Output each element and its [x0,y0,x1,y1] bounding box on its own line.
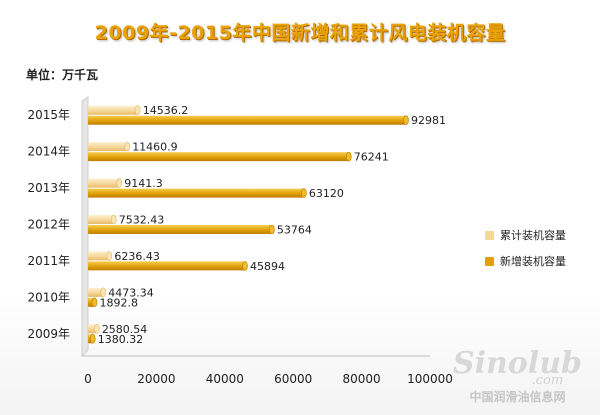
legend-label-new: 新增装机容量 [500,255,566,268]
bar-cumulative [88,215,114,224]
chart-title: 2009年-2015年中国新增和累计风电装机容量 [94,22,506,44]
bar-cap-new [269,224,275,235]
bar-cap-cumulative [134,105,141,116]
data-label-new: 1892.8 [99,296,138,309]
y-category-label: 2015年 [27,108,70,122]
y-category-label: 2009年 [27,327,70,341]
data-label-cumulative: 4473.34 [108,286,154,299]
data-label-cumulative: 9141.3 [124,177,163,190]
bar-cumulative [88,178,120,188]
data-label-cumulative: 6236.43 [114,250,159,263]
bar-cap-cumulative [116,178,123,188]
bar-new [88,115,406,125]
watermark-logo: Sinolub [452,346,582,381]
bar-new [88,225,272,234]
bar-cap-cumulative [94,323,100,334]
x-tick-label: 100000 [407,372,453,386]
legend-item-new: 新增装机容量 [485,248,566,274]
bar-new [88,261,245,271]
unit-label: 单位：万千瓦 [26,68,99,82]
legend: 累计装机容量 新增装机容量 [485,222,566,274]
y-category-label: 2010年 [27,290,70,304]
bar-cap-cumulative [110,214,117,225]
y-category-label: 2013年 [27,181,70,195]
x-tick-label: 80000 [343,372,381,386]
bar-cumulative [88,251,110,261]
bar-new [88,188,304,198]
x-tick-label: 40000 [206,372,244,386]
data-label-new: 92981 [411,114,446,127]
bar-cap-new [242,261,248,271]
x-tick-label: 20000 [137,372,175,386]
y-category-label: 2014年 [27,145,70,159]
data-label-cumulative: 2580.54 [102,323,147,336]
bar-cap-new [345,151,352,162]
data-label-new: 63120 [309,187,344,200]
y-category-label: 2012年 [27,218,70,232]
bar-cap-cumulative [124,141,130,152]
legend-label-cumulative: 累计装机容量 [500,229,566,242]
y-axis-wall [81,96,89,358]
data-label-cumulative: 7532.43 [119,214,165,227]
legend-swatch-new [485,256,494,266]
watermark: Sinolub .com 中国润滑油信息网 [453,349,582,405]
data-label-new: 1380.32 [98,333,144,346]
bar-cap-new [91,297,98,308]
bar-cumulative [88,142,128,152]
bar-cap-new [89,333,96,344]
bar-cap-cumulative [106,251,113,261]
data-label-new: 76241 [354,151,389,164]
legend-swatch-cumulative [485,230,494,240]
bar-cap-new [403,115,409,126]
bar-cumulative [88,105,138,115]
data-label-new: 45894 [250,260,285,273]
bar-cap-cumulative [100,287,107,298]
y-category-label: 2011年 [27,254,70,268]
x-tick-label: 60000 [274,372,312,386]
data-label-new: 53764 [277,224,312,237]
x-tick-label: 0 [84,372,92,386]
bar-cap-new [301,188,307,198]
bar-cumulative [88,287,104,297]
bar-new [88,152,349,162]
watermark-logo-sub: .com [531,373,564,388]
data-label-cumulative: 14536.2 [143,104,189,117]
watermark-site: 中国润滑油信息网 [469,390,566,404]
legend-item-cumulative: 累计装机容量 [485,222,566,248]
data-label-cumulative: 11460.9 [132,141,178,154]
